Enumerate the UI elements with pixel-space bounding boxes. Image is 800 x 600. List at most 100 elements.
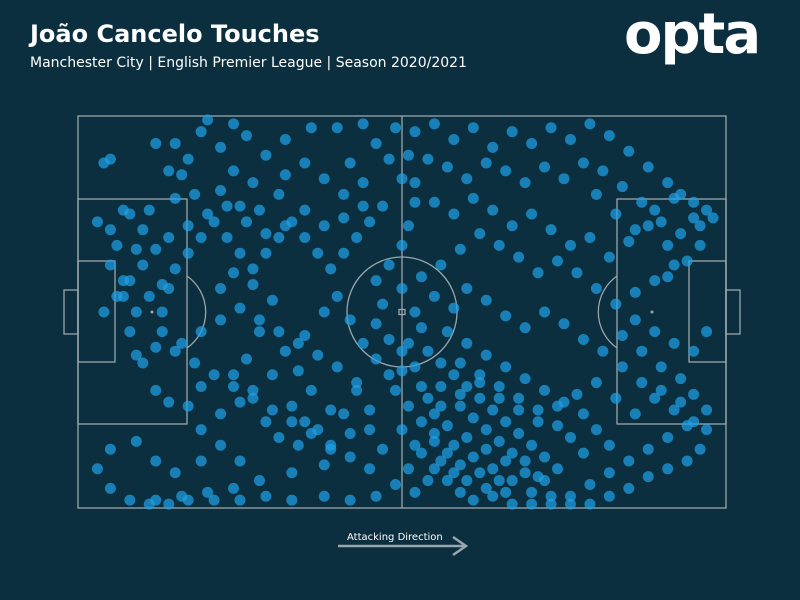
touch-point: [655, 361, 667, 373]
touch-point: [370, 318, 382, 330]
touch-point: [649, 204, 661, 216]
touch-point: [506, 475, 518, 487]
touch-point: [104, 259, 116, 271]
touch-point: [616, 361, 628, 373]
touch-point: [441, 475, 453, 487]
touch-point: [169, 263, 181, 275]
touch-point: [163, 498, 175, 510]
attacking-direction-label: Attacking Direction: [347, 532, 443, 543]
attacking-direction-arrow: [338, 535, 469, 557]
touch-point: [130, 435, 142, 447]
touch-point: [253, 314, 265, 326]
touch-point: [247, 392, 259, 404]
touch-point: [318, 220, 330, 232]
touch-point: [240, 216, 252, 228]
touch-point: [383, 369, 395, 381]
touch-point: [603, 130, 615, 142]
touch-point: [584, 232, 596, 244]
touch-point: [130, 306, 142, 318]
touch-point: [364, 216, 376, 228]
touch-point: [662, 431, 674, 443]
touch-point: [150, 341, 162, 353]
touch-point: [415, 447, 427, 459]
touch-point: [156, 306, 168, 318]
touch-point: [662, 271, 674, 283]
touch-point: [402, 220, 414, 232]
touch-point: [331, 361, 343, 373]
touch-point: [428, 290, 440, 302]
touch-point: [655, 384, 667, 396]
touch-point: [480, 294, 492, 306]
touch-point: [474, 467, 486, 479]
touch-point: [182, 153, 194, 165]
touch-point: [675, 396, 687, 408]
touch-point: [299, 416, 311, 428]
touch-point: [428, 428, 440, 440]
touch-point: [616, 330, 628, 342]
touch-point: [143, 204, 155, 216]
touch-point: [234, 247, 246, 259]
touch-point: [428, 118, 440, 130]
touch-point: [577, 157, 589, 169]
touch-point: [688, 345, 700, 357]
touch-point: [539, 451, 551, 463]
touch-point: [506, 498, 518, 510]
touch-point: [137, 224, 149, 236]
touch-point: [150, 384, 162, 396]
touch-point: [454, 388, 466, 400]
touch-point: [260, 228, 272, 240]
touch-point: [273, 232, 285, 244]
touch-point: [195, 455, 207, 467]
touch-point: [597, 165, 609, 177]
touch-point: [344, 494, 356, 506]
touch-point: [137, 259, 149, 271]
touch-point: [545, 498, 557, 510]
touch-points: [91, 114, 719, 510]
touch-point: [273, 326, 285, 338]
touch-point: [564, 490, 576, 502]
touch-point: [532, 471, 544, 483]
touch-point: [513, 428, 525, 440]
touch-point: [694, 239, 706, 251]
touch-point: [487, 404, 499, 416]
touch-point: [266, 404, 278, 416]
touch-point: [623, 145, 635, 157]
touch-point: [448, 208, 460, 220]
touch-point: [370, 275, 382, 287]
touch-point: [597, 345, 609, 357]
touch-point: [247, 279, 259, 291]
touch-point: [318, 173, 330, 185]
touch-point: [370, 137, 382, 149]
touch-point: [351, 377, 363, 389]
touch-point: [104, 224, 116, 236]
touch-point: [701, 326, 713, 338]
touch-point: [480, 349, 492, 361]
touch-point: [215, 141, 227, 153]
touch-point: [636, 377, 648, 389]
touch-point: [286, 494, 298, 506]
touch-point: [668, 192, 680, 204]
left-penalty-arc: [186, 275, 207, 349]
touch-point: [558, 318, 570, 330]
touch-point: [260, 490, 272, 502]
touch-point: [124, 494, 136, 506]
touch-point: [461, 337, 473, 349]
touch-point: [610, 208, 622, 220]
touch-point: [111, 239, 123, 251]
touch-point: [519, 467, 531, 479]
touch-point: [338, 247, 350, 259]
touch-point: [461, 431, 473, 443]
touch-point: [571, 267, 583, 279]
touch-point: [474, 392, 486, 404]
touch-point: [480, 482, 492, 494]
touch-point: [513, 392, 525, 404]
touch-point: [312, 349, 324, 361]
touch-point: [467, 122, 479, 134]
touch-point: [344, 428, 356, 440]
touch-point: [629, 408, 641, 420]
touch-point: [344, 314, 356, 326]
touch-point: [500, 165, 512, 177]
touch-point: [545, 224, 557, 236]
touch-point: [325, 404, 337, 416]
touch-point: [124, 326, 136, 338]
